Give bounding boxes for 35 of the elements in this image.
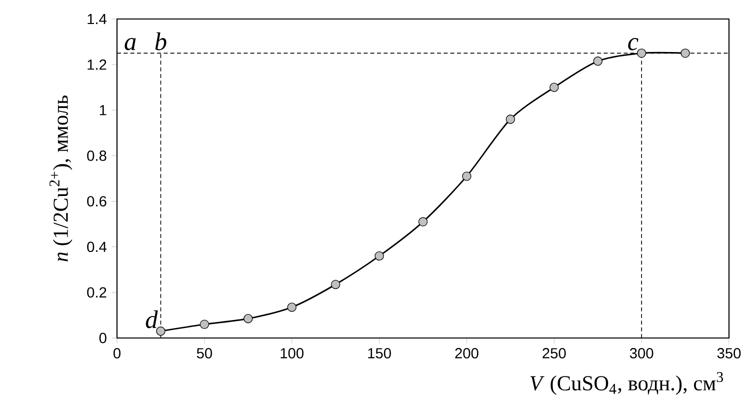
x-tick-label: 100 — [280, 348, 304, 358]
y-tick-label: 1.2 — [88, 59, 106, 70]
annotation: d — [146, 310, 158, 328]
point — [244, 314, 253, 324]
x-tick-label: 200 — [455, 348, 478, 358]
point — [330, 280, 340, 290]
y-tick-label: 0.6 — [87, 196, 106, 206]
x-tick-label: 150 — [368, 348, 391, 358]
x-tick-label: 250 — [542, 348, 566, 358]
point — [287, 302, 296, 312]
point — [374, 251, 384, 261]
point — [636, 48, 646, 58]
annotation: b — [155, 32, 166, 50]
y-tick-label: 0.8 — [87, 150, 106, 161]
x-axis-title: V (CuSO$_{4}$, водн.), см$^{3}$ — [530, 372, 724, 395]
annotation: c — [628, 38, 638, 50]
x-tick-label: 50 — [196, 348, 212, 358]
y-tick-label: 1 — [100, 105, 106, 116]
x-tick-label: 300 — [630, 348, 654, 358]
point — [680, 48, 690, 58]
x-tick-label: 0 — [114, 348, 121, 358]
y-tick-label: 0.2 — [87, 287, 106, 298]
point — [418, 217, 428, 226]
point — [506, 114, 516, 124]
point — [156, 326, 166, 336]
point — [462, 172, 472, 181]
y-tick-label: 0.4 — [87, 242, 107, 252]
y-tick-label: 1.4 — [88, 14, 107, 24]
annotation: a — [124, 38, 136, 50]
y-tick-label: 0 — [99, 332, 106, 344]
point — [593, 56, 602, 66]
point — [200, 320, 210, 329]
x-tick-label: 350 — [717, 348, 741, 358]
point — [550, 82, 559, 92]
y-axis-title: n (1/2Cu$^{2+}$), ммоль — [50, 95, 72, 262]
